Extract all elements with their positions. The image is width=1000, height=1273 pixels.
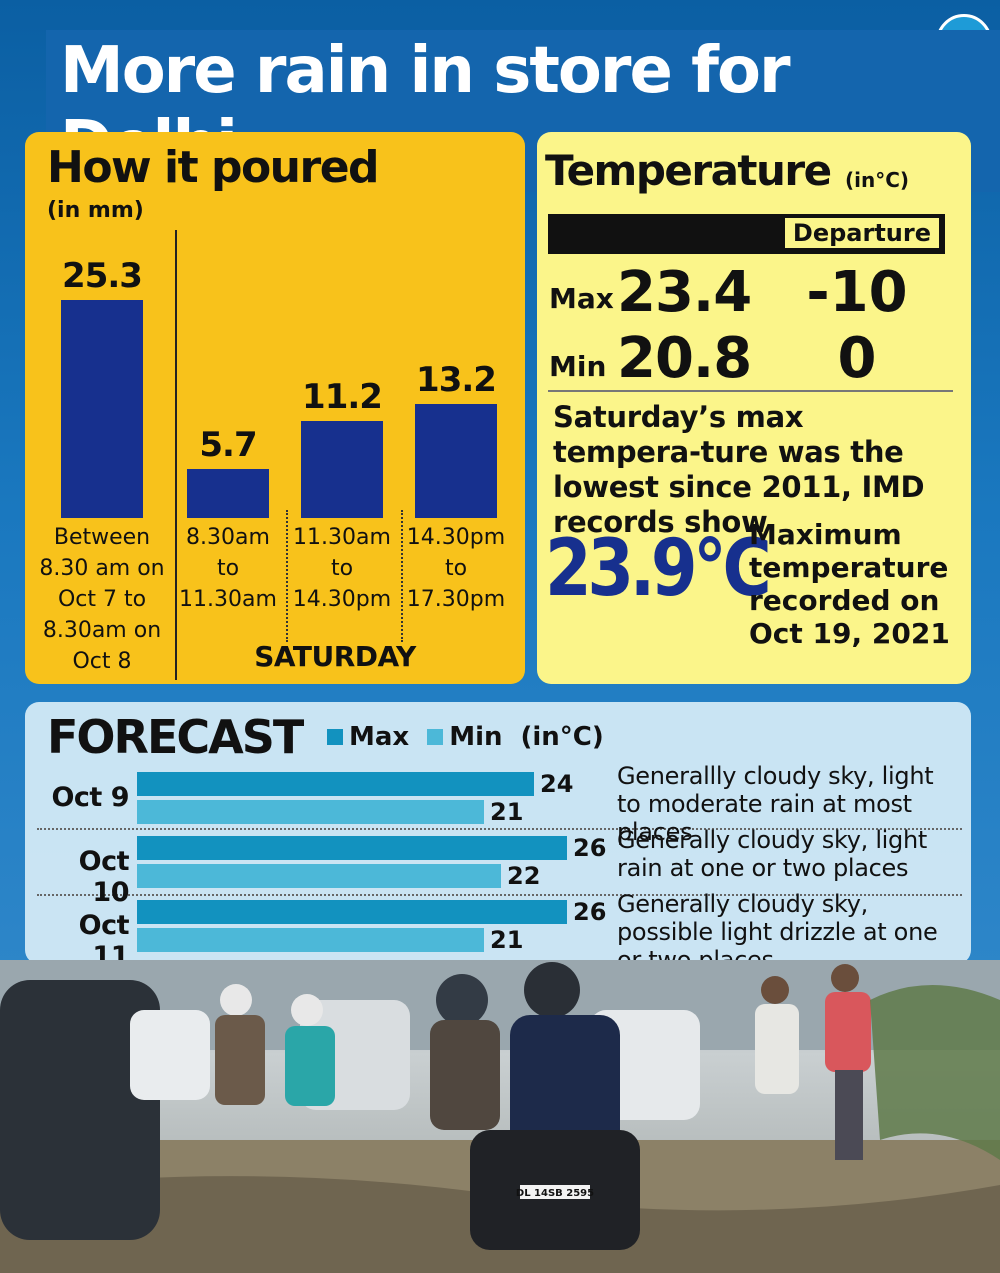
- forecast-min-value: 21: [490, 926, 524, 954]
- rainfall-bar: [415, 404, 497, 518]
- rainfall-divider: [175, 230, 177, 680]
- min-departure: 0: [837, 326, 877, 391]
- legend-max-label: Max: [349, 722, 410, 752]
- max-label: Max: [549, 282, 614, 315]
- forecast-description: Generally cloudy sky, light rain at one …: [617, 826, 928, 882]
- rainfall-bar: [187, 469, 269, 518]
- legend-max-swatch: [327, 729, 343, 745]
- forecast-max-bar: [137, 836, 567, 860]
- forecast-min-value: 21: [490, 798, 524, 826]
- rainfall-bar-label: 14.30pm to 17.30pm: [406, 525, 506, 612]
- rainfall-title: How it poured: [47, 142, 380, 193]
- forecast-date: Oct 10: [78, 846, 130, 908]
- number-plate: DL 14SB 2595: [516, 1188, 594, 1199]
- forecast-max-value: 24: [540, 770, 574, 798]
- temperature-unit: (in°C): [845, 168, 910, 192]
- rainfall-bar-value: 13.2: [416, 360, 497, 400]
- rainfall-bar-label: Between 8.30 am on Oct 7 to 8.30am on Oc…: [39, 525, 165, 674]
- rainfall-bar-label: 8.30am to 11.30am: [179, 525, 277, 612]
- record-description: Maximum temperature recorded on Oct 19, …: [749, 518, 950, 650]
- car-left: [0, 980, 160, 1240]
- forecast-row-separator: [37, 828, 962, 830]
- rainfall-bar-value: 5.7: [199, 425, 257, 465]
- rainfall-unit: (in mm): [47, 198, 144, 223]
- forecast-max-value: 26: [573, 834, 607, 862]
- legend-min: Min: [427, 722, 503, 752]
- forecast-legend: Max Min (in°C): [327, 722, 604, 752]
- rainfall-bar: [301, 421, 383, 518]
- rainfall-bar-label: 11.30am to 14.30pm: [292, 525, 392, 612]
- rainfall-dotted-divider: [286, 510, 288, 642]
- rainfall-bar: [61, 300, 143, 518]
- forecast-min-bar: [137, 800, 484, 824]
- forecast-panel: FORECAST Max Min (in°C) Oct 9 24 21 General…: [25, 702, 971, 974]
- max-departure: -10: [806, 260, 908, 325]
- departure-header-bar: Departure: [548, 214, 945, 254]
- forecast-row-separator: [37, 894, 962, 896]
- min-value: 20.8: [617, 326, 752, 391]
- legend-unit: (in°C): [520, 722, 604, 752]
- rainfall-bar-value: 11.2: [302, 377, 383, 417]
- rainfall-bar-value: 25.3: [62, 256, 143, 296]
- forecast-date: Oct 9: [51, 782, 129, 813]
- temperature-title: Temperature: [545, 146, 832, 195]
- forecast-title: FORECAST: [47, 710, 304, 764]
- legend-max: Max: [327, 722, 409, 752]
- record-temperature: 23.9°C: [545, 524, 772, 614]
- max-value: 23.4: [617, 260, 752, 325]
- forecast-min-value: 22: [507, 862, 541, 890]
- rainfall-dotted-divider: [401, 510, 403, 642]
- saturday-label: SATURDAY: [254, 640, 416, 673]
- temperature-note: Saturday’s max tempera-ture was the lowe…: [553, 400, 925, 539]
- temperature-separator: [548, 390, 953, 392]
- forecast-description: Generallly cloudy sky, light to moderate…: [617, 762, 934, 846]
- departure-header: Departure: [784, 218, 939, 248]
- forecast-min-bar: [137, 864, 501, 888]
- forecast-max-bar: [137, 900, 567, 924]
- legend-min-swatch: [427, 729, 444, 745]
- street-flood-photo: DL 14SB 2595: [0, 960, 1000, 1273]
- photo-illustration: DL 14SB 2595: [0, 960, 1000, 1273]
- forecast-max-bar: [137, 772, 534, 796]
- rainfall-panel: How it poured (in mm) 25.3 Between 8.30 a…: [25, 132, 525, 684]
- forecast-max-value: 26: [573, 898, 607, 926]
- min-label: Min: [549, 350, 607, 383]
- legend-min-label: Min: [449, 722, 503, 752]
- forecast-min-bar: [137, 928, 484, 952]
- temperature-panel: Temperature (in°C) Departure Max 23.4 -1…: [537, 132, 971, 684]
